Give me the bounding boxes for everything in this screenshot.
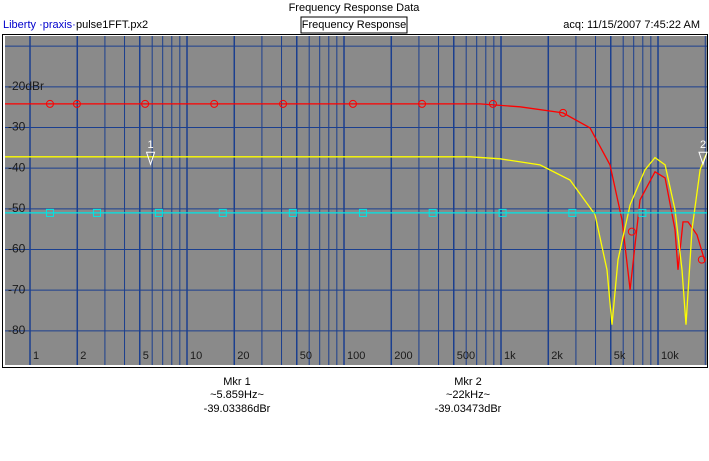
point-marker <box>358 208 367 217</box>
point-marker <box>348 99 357 108</box>
y-tick-label: -30 <box>8 120 26 134</box>
y-tick-label: -80 <box>8 323 26 337</box>
x-tick-label: 1 <box>33 350 39 362</box>
marker-triangle <box>698 151 708 166</box>
point-marker <box>72 99 81 108</box>
x-tick-label: 2 <box>80 350 86 362</box>
x-tick-label: 5k <box>614 350 626 362</box>
point-marker <box>568 208 577 217</box>
marker-x: ~5.859Hz~ <box>210 389 264 401</box>
marker-triangle <box>145 151 156 166</box>
point-marker <box>210 99 219 108</box>
point-marker <box>141 99 150 108</box>
marker-value: -39.03473dBr <box>435 403 502 415</box>
marker-number: 2 <box>700 139 706 151</box>
marker-x: ~22kHz~ <box>446 389 490 401</box>
point-marker <box>45 99 54 108</box>
point-marker <box>428 208 437 217</box>
y-tick-label: -40 <box>8 160 26 174</box>
acquired: acq: 11/15/2007 7:45:22 AM <box>563 19 700 31</box>
point-marker <box>45 208 54 217</box>
marker-title: Mkr 2 <box>454 376 482 388</box>
x-tick-label: 5 <box>143 350 149 362</box>
x-tick-label: 2k <box>551 350 563 362</box>
x-tick-label: 10 <box>190 350 202 362</box>
y-tick-label: -50 <box>8 201 26 215</box>
marker-value: -39.03386dBr <box>204 403 271 415</box>
point-marker <box>154 208 163 217</box>
point-marker <box>627 227 636 236</box>
series-line <box>5 151 707 325</box>
tab-box <box>300 16 408 34</box>
marker-number: 1 <box>147 139 153 151</box>
point-marker <box>498 208 507 217</box>
frame <box>2 34 708 368</box>
point-marker <box>279 99 288 108</box>
point-marker <box>697 255 706 264</box>
series-line <box>5 103 706 290</box>
file-name: pulse1FFT.px2 <box>76 19 148 31</box>
point-marker <box>638 208 647 217</box>
app-name: Liberty ·praxis· <box>3 19 76 31</box>
x-tick-label: 500 <box>457 350 475 362</box>
tab-label: Frequency Response <box>302 19 407 31</box>
x-tick-label: 100 <box>347 350 365 362</box>
point-marker <box>288 208 297 217</box>
y-tick-label: -70 <box>8 282 26 296</box>
point-marker <box>488 99 497 108</box>
plot-area <box>5 36 707 365</box>
point-marker <box>218 208 227 217</box>
point-marker <box>92 208 101 217</box>
x-tick-label: 10k <box>661 350 679 362</box>
marker-title: Mkr 1 <box>223 376 251 388</box>
x-tick-label: 50 <box>300 350 312 362</box>
x-tick-label: 1k <box>504 350 516 362</box>
y-tick-label: -60 <box>8 242 26 256</box>
point-marker <box>559 108 568 117</box>
point-marker <box>418 99 427 108</box>
chart-title: Frequency Response Data <box>289 2 421 14</box>
x-tick-label: 20 <box>237 350 249 362</box>
y-tick-label: -20dBr <box>8 79 44 93</box>
x-tick-label: 200 <box>394 350 412 362</box>
